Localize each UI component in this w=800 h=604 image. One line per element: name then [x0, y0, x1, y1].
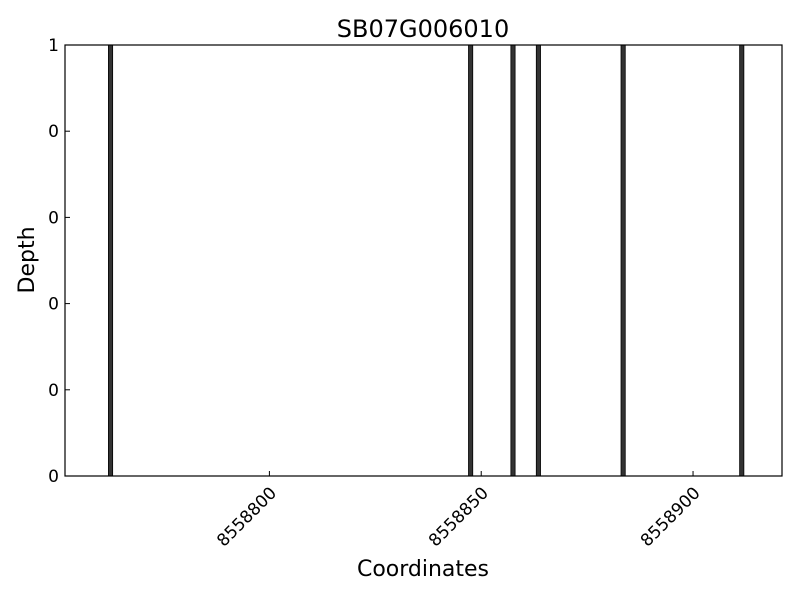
bar	[468, 44, 474, 477]
chart-title: SB07G006010	[337, 15, 509, 43]
plot-frame	[64, 44, 783, 477]
y-axis-label: Depth	[15, 226, 40, 293]
bar	[510, 44, 516, 477]
x-axis-label: Coordinates	[357, 557, 489, 582]
x-tick-label: 8558900	[637, 483, 705, 551]
bar	[535, 44, 541, 477]
bar	[739, 44, 745, 477]
y-tick-label: 0	[48, 381, 59, 401]
y-tick-label: 0	[48, 122, 59, 142]
x-tick-label: 8558850	[425, 483, 493, 551]
bar	[620, 44, 626, 477]
x-tick-label: 8558800	[213, 483, 281, 551]
y-tick-label: 0	[48, 467, 59, 487]
y-tick-label: 0	[48, 295, 59, 315]
x-ticks: 8558800 8558850 8558900	[213, 471, 705, 551]
y-tick-label: 1	[48, 36, 59, 56]
bars-group	[108, 44, 745, 477]
bar	[108, 44, 114, 477]
y-ticks: 0 0 0 0 0 1	[48, 36, 70, 487]
y-tick-label: 0	[48, 208, 59, 228]
